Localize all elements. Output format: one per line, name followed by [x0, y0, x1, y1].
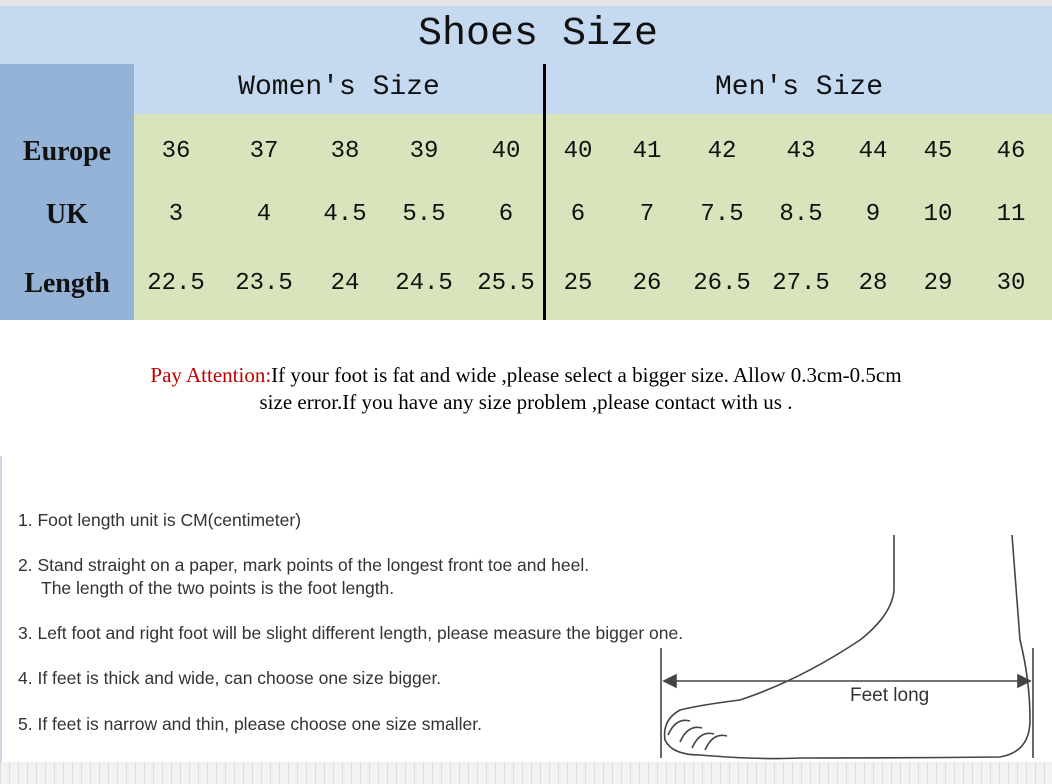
men-size-cell: 10	[923, 201, 953, 228]
men-size-cell: 25	[563, 270, 593, 297]
men-size-cell: 44	[858, 138, 888, 165]
step-2: 2. Stand straight on a paper, mark point…	[18, 555, 590, 575]
men-size-cell: 28	[858, 270, 888, 297]
women-size-cell: 5.5	[402, 201, 446, 228]
step-3: 3. Left foot and right foot will be slig…	[18, 623, 684, 643]
page-title: Shoes Size	[417, 12, 659, 57]
feet-long-label: Feet long	[850, 685, 930, 706]
women-size-cell: 24	[330, 270, 360, 297]
women-size-cell: 39	[409, 138, 439, 165]
men-size-cell: 29	[923, 270, 953, 297]
measuring-guide	[0, 456, 1052, 784]
step-4: 4. If feet is thick and wide, can choose…	[18, 668, 442, 688]
men-size-cell: 27.5	[772, 270, 830, 297]
women-size-cell: 6	[498, 201, 514, 228]
women-size-cell: 4	[256, 201, 272, 228]
attention-label: Pay Attention:	[150, 363, 272, 387]
title-band	[0, 6, 1052, 64]
men-size-cell: 45	[923, 138, 953, 165]
step-2-continued: The length of the two points is the foot…	[41, 578, 395, 598]
women-size-cell: 3	[168, 201, 184, 228]
attention-line-2: size error.If you have any size problem …	[259, 390, 793, 414]
women-size-cell: 38	[330, 138, 360, 165]
men-size-cell: 8.5	[779, 201, 823, 228]
women-size-cell: 23.5	[235, 270, 293, 297]
women-size-header: Women's Size	[238, 72, 440, 103]
attention-note: Pay Attention:If your foot is fat and wi…	[0, 362, 1052, 416]
men-size-cell: 40	[563, 138, 593, 165]
men-size-cell: 26.5	[693, 270, 751, 297]
spreadsheet-gridlines	[0, 762, 1052, 784]
men-size-cell: 9	[865, 201, 881, 228]
group-header-band	[134, 64, 1052, 114]
men-size-cell: 6	[570, 201, 586, 228]
men-size-cell: 41	[632, 138, 662, 165]
women-size-cell: 36	[161, 138, 191, 165]
women-size-cell: 24.5	[395, 270, 453, 297]
step-5: 5. If feet is narrow and thin, please ch…	[18, 714, 483, 734]
women-size-cell: 40	[491, 138, 521, 165]
row-label-length: Length	[24, 268, 110, 299]
women-size-cell: 22.5	[147, 270, 205, 297]
men-size-cell: 7.5	[700, 201, 744, 228]
women-size-cell: 4.5	[323, 201, 367, 228]
men-size-cell: 42	[707, 138, 737, 165]
women-men-divider	[543, 64, 546, 320]
step-1: 1. Foot length unit is CM(centimeter)	[18, 510, 302, 530]
men-size-cell: 11	[996, 201, 1026, 228]
attention-line-1: If your foot is fat and wide ,please sel…	[271, 363, 902, 387]
men-size-cell: 30	[996, 270, 1026, 297]
row-label-uk: UK	[46, 199, 88, 230]
men-size-cell: 46	[996, 138, 1026, 165]
men-size-cell: 7	[639, 201, 655, 228]
women-size-cell: 37	[249, 138, 279, 165]
men-size-header: Men's Size	[714, 72, 884, 103]
size-table-body	[134, 114, 1052, 320]
row-label-column	[0, 64, 134, 320]
row-label-europe: Europe	[22, 136, 112, 167]
men-size-cell: 43	[786, 138, 816, 165]
women-size-cell: 25.5	[477, 270, 535, 297]
men-size-cell: 26	[632, 270, 662, 297]
